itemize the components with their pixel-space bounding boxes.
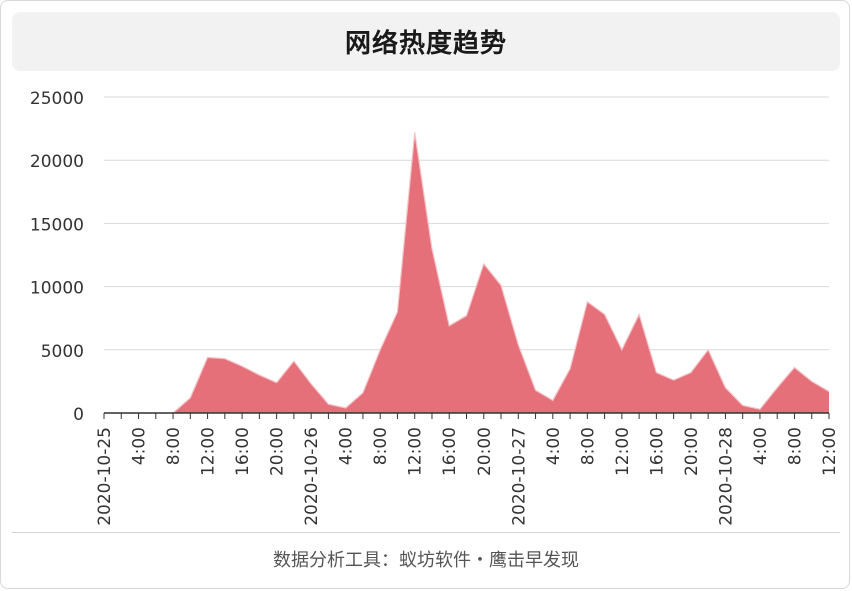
- x-tick-label: 2020-10-26: [302, 427, 322, 526]
- x-tick-label: 8:00: [578, 427, 598, 465]
- y-tick-label: 5000: [41, 342, 84, 362]
- y-tick-label: 0: [73, 405, 84, 425]
- x-tick-label: 4:00: [544, 427, 564, 465]
- y-tick-label: 15000: [30, 215, 84, 235]
- chart-title: 网络热度趋势: [344, 29, 507, 59]
- footer-credit: 数据分析工具：蚁坊软件・鹰击早发现: [273, 550, 579, 571]
- series-line: [104, 132, 830, 414]
- y-tick-label: 10000: [30, 279, 84, 299]
- x-tick-label: 8:00: [371, 427, 391, 465]
- x-tick-label: 16:00: [233, 427, 253, 476]
- x-tick-label: 4:00: [130, 427, 150, 465]
- x-tick-label: 12:00: [406, 427, 426, 476]
- x-tick-label: 12:00: [613, 427, 633, 476]
- x-tick-label: 2020-10-27: [509, 427, 529, 526]
- x-tick-label: 20:00: [682, 427, 702, 476]
- x-tick-label: 2020-10-28: [716, 427, 736, 526]
- x-tick-label: 20:00: [268, 427, 288, 476]
- x-tick-label: 16:00: [440, 427, 460, 476]
- x-tick-label: 20:00: [475, 427, 495, 476]
- x-tick-label: 4:00: [751, 427, 771, 465]
- y-tick-label: 20000: [30, 152, 84, 172]
- x-tick-label: 4:00: [337, 427, 357, 465]
- x-tick-label: 8:00: [164, 427, 184, 465]
- x-tick-label: 16:00: [647, 427, 667, 476]
- footer-divider: [12, 532, 840, 533]
- x-tick-label: 8:00: [785, 427, 805, 465]
- x-tick-label: 12:00: [820, 427, 840, 476]
- y-tick-label: 25000: [30, 89, 84, 109]
- area-fill: [104, 132, 829, 413]
- x-tick-label: 2020-10-25: [95, 427, 115, 526]
- x-tick-label: 12:00: [199, 427, 219, 476]
- title-bar: 网络热度趋势: [12, 12, 840, 71]
